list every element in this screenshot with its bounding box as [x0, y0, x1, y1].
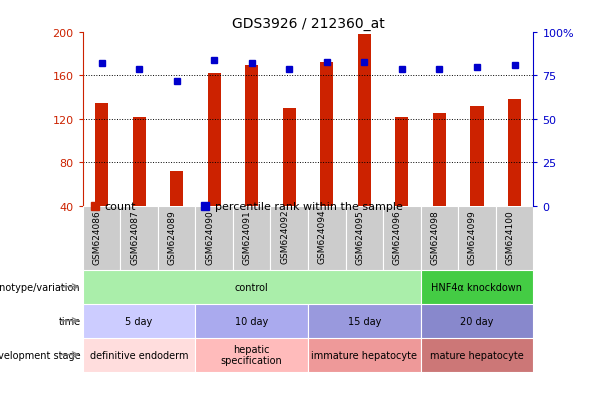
Bar — [83, 270, 421, 304]
Text: control: control — [235, 282, 268, 292]
Text: 5 day: 5 day — [126, 316, 153, 326]
Bar — [83, 304, 196, 338]
Bar — [196, 304, 308, 338]
Bar — [196, 206, 233, 270]
Bar — [196, 338, 308, 372]
Text: GSM624098: GSM624098 — [430, 209, 440, 264]
Text: HNF4α knockdown: HNF4α knockdown — [432, 282, 522, 292]
Text: time: time — [58, 316, 80, 326]
Bar — [470, 107, 484, 206]
Text: GSM624095: GSM624095 — [356, 209, 364, 264]
Bar — [433, 114, 446, 206]
Text: immature hepatocyte: immature hepatocyte — [311, 350, 417, 360]
Bar — [395, 117, 408, 206]
Text: development stage: development stage — [0, 350, 80, 360]
Text: GSM624096: GSM624096 — [393, 209, 402, 264]
Text: GSM624091: GSM624091 — [243, 209, 252, 264]
Bar — [496, 206, 533, 270]
Bar — [458, 206, 496, 270]
Bar — [421, 338, 533, 372]
Bar — [421, 206, 458, 270]
Bar — [320, 63, 333, 206]
Text: GSM624100: GSM624100 — [506, 209, 514, 264]
Bar — [358, 35, 371, 206]
Text: GSM624086: GSM624086 — [93, 209, 102, 264]
Title: GDS3926 / 212360_at: GDS3926 / 212360_at — [232, 17, 384, 31]
Bar — [421, 270, 533, 304]
Text: mature hepatocyte: mature hepatocyte — [430, 350, 524, 360]
Text: definitive endoderm: definitive endoderm — [90, 350, 188, 360]
Text: GSM624092: GSM624092 — [280, 209, 289, 264]
Bar — [132, 117, 146, 206]
Text: GSM624099: GSM624099 — [468, 209, 477, 264]
Bar — [95, 103, 108, 206]
Bar — [170, 171, 183, 206]
Text: percentile rank within the sample: percentile rank within the sample — [215, 202, 402, 211]
Text: 10 day: 10 day — [235, 316, 268, 326]
Bar — [233, 206, 270, 270]
Bar — [308, 304, 421, 338]
Text: hepatic
specification: hepatic specification — [221, 344, 283, 366]
Bar — [245, 66, 258, 206]
Bar — [270, 206, 308, 270]
Bar — [421, 304, 533, 338]
Bar — [383, 206, 421, 270]
Text: count: count — [104, 202, 135, 211]
Bar — [283, 109, 296, 206]
Text: GSM624094: GSM624094 — [318, 209, 327, 264]
Bar — [308, 338, 421, 372]
Text: 20 day: 20 day — [460, 316, 493, 326]
Bar — [158, 206, 196, 270]
Text: GSM624087: GSM624087 — [130, 209, 139, 264]
Text: genotype/variation: genotype/variation — [0, 282, 80, 292]
Text: GSM624090: GSM624090 — [205, 209, 214, 264]
Bar — [308, 206, 346, 270]
Bar — [83, 206, 120, 270]
Text: GSM624089: GSM624089 — [167, 209, 177, 264]
Bar — [83, 338, 196, 372]
Bar — [120, 206, 158, 270]
Bar — [208, 74, 221, 206]
Bar — [508, 100, 521, 206]
Bar — [346, 206, 383, 270]
Text: 15 day: 15 day — [348, 316, 381, 326]
